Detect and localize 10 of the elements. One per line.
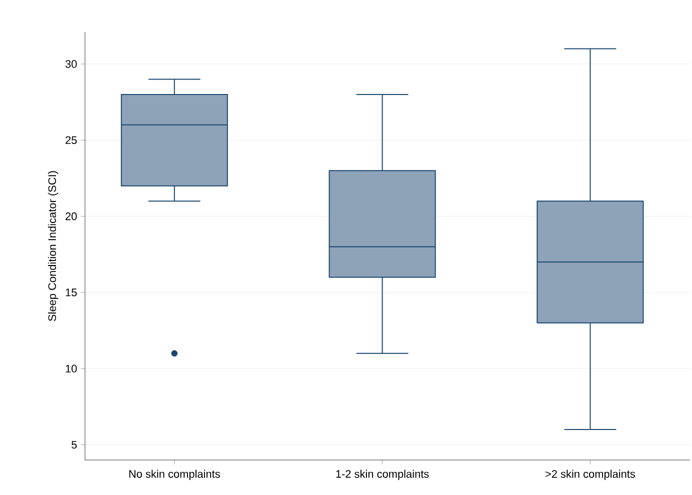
y-tick-label: 25	[66, 136, 77, 144]
x-tick-label: 1-2 skin complaints	[336, 470, 429, 480]
y-tick-label: 15	[66, 288, 77, 296]
y-tick-label: 30	[65, 60, 77, 68]
x-tick-label: >2 skin complaints	[546, 470, 636, 480]
x-tick-label: No skin complaints	[129, 470, 220, 480]
y-axis-title: Sleep Condition Indicator (SCI)	[48, 171, 58, 322]
y-tick-label: 5	[72, 440, 77, 449]
y-tick-label: 10	[66, 364, 77, 372]
y-tick-label: 20	[66, 212, 77, 220]
